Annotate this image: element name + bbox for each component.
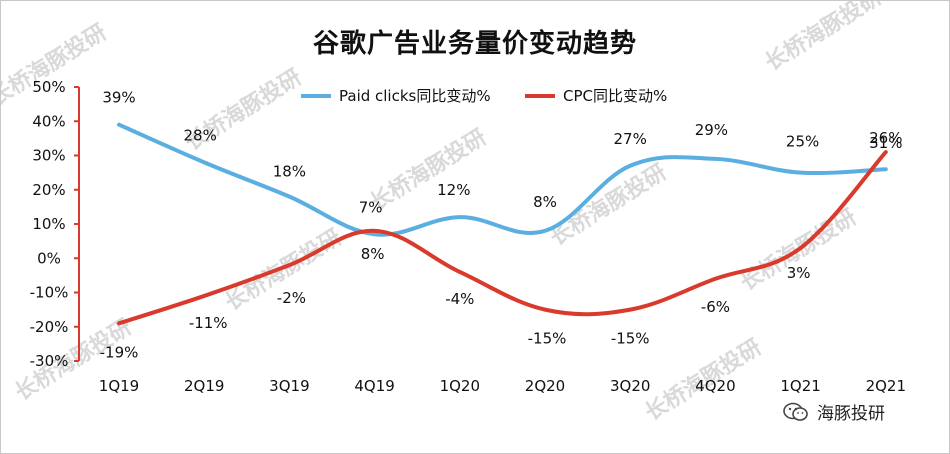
wechat-icon: [783, 402, 808, 421]
data-label: 3%: [787, 264, 811, 282]
data-label: 12%: [437, 181, 470, 199]
series-line-paid-clicks: [117, 122, 888, 237]
y-tick-label: -20%: [30, 318, 69, 336]
data-label: -15%: [528, 330, 567, 348]
y-tick-label: 40%: [32, 112, 65, 130]
data-label: 25%: [786, 133, 819, 151]
data-label: -4%: [445, 290, 474, 308]
series-line-cpc: [117, 150, 888, 326]
watermark-text: 长桥海豚投研: [760, 1, 886, 76]
axes: 50% 40% 30% 20% 10% 0% -10% -20% -30% 1Q19 2Q19 3Q1…: [30, 78, 906, 395]
data-label: -6%: [701, 298, 730, 316]
data-label: 29%: [695, 121, 728, 139]
data-label: -19%: [100, 343, 139, 361]
data-label: 31%: [869, 134, 902, 152]
x-tick-label: 2Q19: [184, 377, 224, 395]
y-tick-label: 0%: [37, 249, 61, 267]
legend-label: Paid clicks同比变动%: [339, 87, 491, 105]
x-tick-label: 3Q20: [610, 377, 650, 395]
data-label: -15%: [611, 330, 650, 348]
data-label: -2%: [277, 289, 306, 307]
x-tick-label: 1Q21: [780, 377, 820, 395]
x-tick-label: 1Q20: [440, 377, 480, 395]
wechat-account-name: 海豚投研: [817, 404, 885, 424]
x-tick-label: 2Q20: [525, 377, 565, 395]
y-tick-label: -10%: [30, 284, 69, 302]
x-tick-label: 2Q21: [866, 377, 906, 395]
x-tick-label: 4Q20: [695, 377, 735, 395]
data-labels: 39% 28% 18% 7% 12% 8% 27% 29% 25% 26% -19% -11% -2% 8…: [100, 89, 903, 362]
y-tick-label: -30%: [30, 352, 69, 370]
watermark-text: 长桥海豚投研: [365, 124, 491, 216]
y-tick-label: 30%: [32, 147, 65, 165]
x-tick-label: 3Q19: [269, 377, 309, 395]
series-layer: [117, 122, 888, 326]
data-label: 7%: [359, 198, 383, 216]
y-tick-label: 20%: [32, 181, 65, 199]
legend: Paid clicks同比变动% CPC同比变动%: [301, 87, 667, 105]
data-label: 8%: [361, 245, 385, 263]
data-label: 28%: [184, 126, 217, 144]
y-tick-label: 50%: [32, 78, 65, 96]
data-label: 27%: [614, 130, 647, 148]
x-tick-label: 4Q19: [354, 377, 394, 395]
x-tick-label: 1Q19: [99, 377, 139, 395]
legend-label: CPC同比变动%: [563, 87, 667, 105]
watermark-text: 长桥海豚投研: [545, 159, 671, 251]
wechat-account-tag: 海豚投研: [783, 399, 885, 424]
chart-title: 谷歌广告业务量价变动趋势: [312, 29, 637, 59]
watermark-text: 长桥海豚投研: [1, 19, 111, 111]
data-label: 8%: [533, 193, 557, 211]
y-tick-label: 10%: [32, 215, 65, 233]
data-label: 26%: [869, 129, 902, 147]
data-label: 39%: [102, 89, 135, 107]
data-label: 18%: [273, 163, 306, 181]
data-label: -11%: [189, 314, 228, 332]
